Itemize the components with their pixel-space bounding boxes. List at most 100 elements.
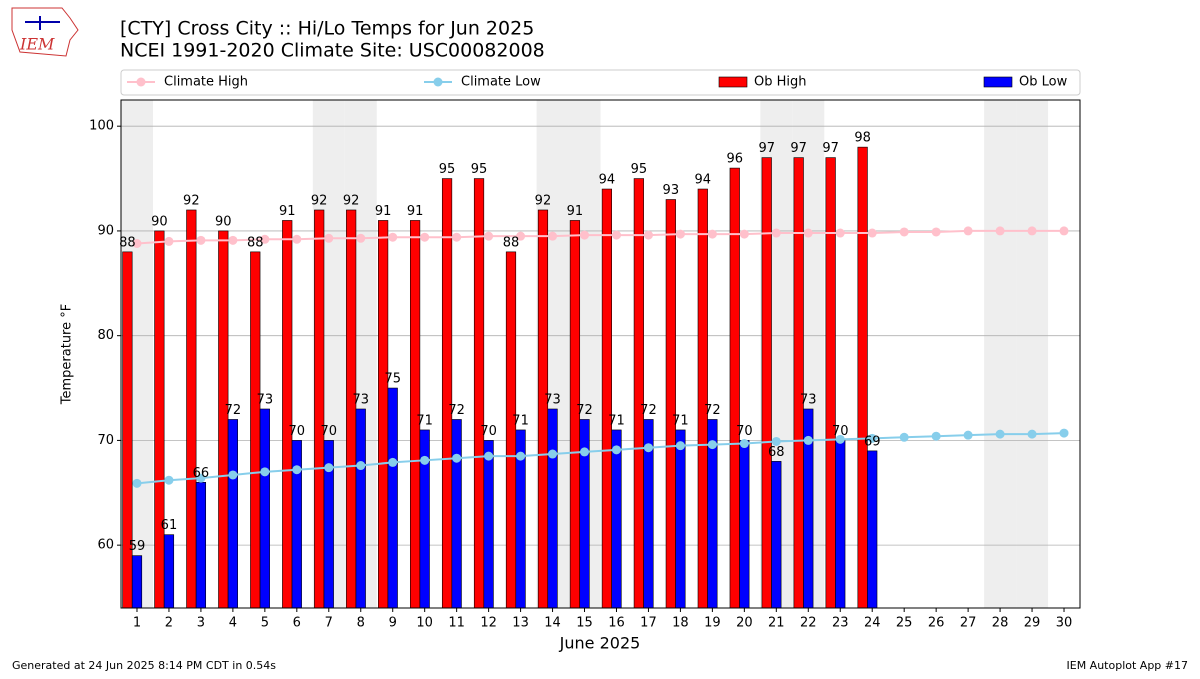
line-marker (899, 432, 909, 442)
line-marker (420, 455, 430, 465)
y-tick-label: 80 (97, 328, 114, 343)
chart-title: [CTY] Cross City :: Hi/Lo Temps for Jun … (120, 18, 534, 40)
x-tick-label: 11 (448, 616, 465, 631)
line-marker (803, 435, 813, 445)
x-tick-label: 27 (960, 616, 977, 631)
line-marker (835, 434, 845, 444)
y-tick-label: 60 (97, 538, 114, 553)
x-tick-label: 5 (261, 616, 269, 631)
data-label: 73 (352, 392, 369, 407)
data-label: 71 (512, 413, 529, 428)
line-marker (1027, 226, 1037, 236)
x-tick-label: 29 (1024, 616, 1041, 631)
x-tick-label: 19 (704, 616, 721, 631)
data-label: 72 (448, 403, 465, 418)
line-marker (132, 478, 142, 488)
bar (483, 440, 494, 609)
bar (761, 157, 772, 609)
data-label: 97 (790, 141, 807, 156)
bar (857, 146, 868, 609)
line-marker (580, 230, 590, 240)
line-marker (484, 451, 494, 461)
x-tick-label: 21 (768, 616, 785, 631)
line-marker (260, 467, 270, 477)
data-label: 72 (576, 403, 593, 418)
legend-marker (433, 77, 443, 87)
bar (867, 450, 878, 609)
x-tick-label: 8 (357, 616, 365, 631)
bar (227, 419, 238, 609)
legend-label: Climate Low (461, 75, 541, 90)
data-label: 95 (439, 162, 456, 177)
bar (547, 408, 558, 609)
data-label: 88 (119, 235, 136, 250)
data-label: 66 (193, 466, 210, 481)
footer-right: IEM Autoplot App #17 (1067, 659, 1189, 672)
bar (154, 230, 165, 609)
x-tick-label: 3 (197, 616, 205, 631)
bar (259, 408, 270, 609)
data-label: 88 (503, 235, 520, 250)
line-marker (739, 229, 749, 239)
legend-marker (136, 77, 146, 87)
line-marker (196, 473, 206, 483)
bar (131, 555, 143, 609)
bar (633, 178, 644, 609)
x-tick-label: 24 (864, 616, 881, 631)
bar (675, 429, 686, 609)
x-tick-label: 1 (133, 616, 141, 631)
line-marker (132, 238, 142, 248)
x-tick-label: 30 (1056, 616, 1073, 631)
data-label: 71 (416, 413, 433, 428)
data-label: 98 (854, 131, 871, 146)
line-marker (388, 232, 398, 242)
line-marker (867, 433, 877, 443)
line-marker (516, 231, 526, 241)
weekend-band (984, 100, 1017, 608)
bar (441, 178, 453, 609)
line-marker (324, 463, 334, 473)
bar (282, 220, 293, 609)
data-label: 97 (822, 141, 839, 156)
line-marker (899, 227, 909, 237)
line-marker (675, 229, 685, 239)
x-axis-label: June 2025 (559, 634, 641, 653)
line-marker (260, 234, 270, 244)
data-label: 91 (375, 204, 392, 219)
bar (218, 230, 229, 609)
data-label: 91 (567, 204, 584, 219)
footer-left: Generated at 24 Jun 2025 8:14 PM CDT in … (12, 659, 276, 672)
data-label: 72 (640, 403, 657, 418)
bar (771, 461, 782, 609)
line-marker (643, 230, 653, 240)
x-tick-label: 2 (165, 616, 173, 631)
data-label: 72 (704, 403, 721, 418)
line-marker (452, 232, 462, 242)
line-marker (963, 226, 973, 236)
line-marker (356, 461, 366, 471)
y-tick-label: 100 (89, 119, 114, 134)
bar (250, 251, 261, 609)
data-label: 95 (471, 162, 488, 177)
legend-label: Climate High (164, 75, 248, 90)
data-label: 91 (279, 204, 296, 219)
data-label: 95 (631, 162, 648, 177)
line-marker (548, 231, 558, 241)
x-tick-label: 10 (416, 616, 433, 631)
line-marker (995, 226, 1005, 236)
bar (793, 157, 804, 609)
data-label: 61 (161, 518, 178, 533)
bar (537, 209, 549, 609)
line-marker (1059, 226, 1069, 236)
bar (835, 440, 846, 609)
data-label: 97 (758, 141, 775, 156)
x-tick-label: 18 (672, 616, 689, 631)
line-marker (580, 447, 590, 457)
bar (314, 209, 325, 609)
line-marker (292, 465, 302, 475)
line-marker (963, 430, 973, 440)
line-marker (388, 457, 398, 467)
data-label: 94 (695, 173, 712, 188)
x-tick-label: 28 (992, 616, 1009, 631)
